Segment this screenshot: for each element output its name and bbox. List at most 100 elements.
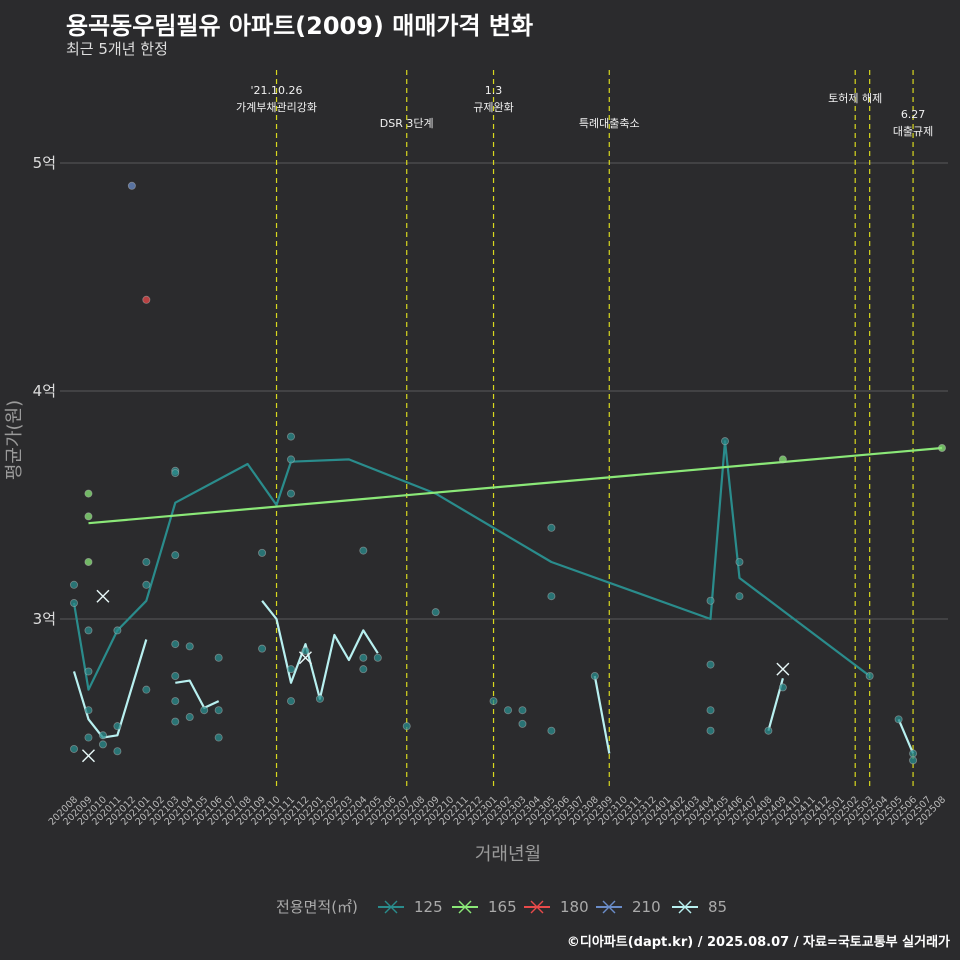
legend-key-mark [678,900,692,914]
data-point-85 [298,651,312,665]
chart-title: 용곡동우림필유 아파트(2009) 매매가격 변화 [66,12,534,40]
data-point-125 [185,713,194,722]
data-point-125 [171,697,180,706]
data-point-125 [489,697,498,706]
data-point-125 [735,592,744,601]
data-point-125 [909,756,918,765]
data-point-125 [214,733,223,742]
data-point-125 [142,580,151,589]
data-point-125 [142,558,151,567]
legend-key-mark [384,900,398,914]
event-annotation: 가계부채관리강화 [236,101,317,114]
data-point-125 [286,455,295,464]
data-point-125 [778,683,787,692]
data-point-125 [70,744,79,753]
x-axis-title: 거래년월 [475,844,541,865]
event-annotation: 규제완화 [473,101,513,114]
data-point-85 [81,749,95,763]
data-point-125 [547,523,556,532]
data-point-125 [590,672,599,681]
data-point-125 [286,432,295,441]
data-point-125 [84,626,93,635]
trend-line-165 [88,446,943,525]
y-tick-label: 5억 [33,154,56,172]
data-point-125 [286,489,295,498]
data-point-165 [84,512,93,521]
y-axis-title: 평균가(원) [4,400,25,480]
data-point-125 [113,747,122,756]
data-point-125 [84,706,93,715]
data-point-125 [258,644,267,653]
data-point-125 [113,626,122,635]
data-point-125 [301,646,310,655]
data-point-125 [503,706,512,715]
data-point-125 [706,596,715,605]
data-point-125 [721,437,730,446]
data-point-125 [402,722,411,731]
trend-line-85 [593,675,611,754]
data-point-165 [778,455,787,464]
legend-label: 125 [414,898,443,916]
data-point-125 [359,665,368,674]
data-point-125 [865,672,874,681]
chart-subtitle: 최근 5개년 한정 [66,40,168,58]
source-caption: ©디아파트(dapt.kr) / 2025.08.07 / 자료=국토교통부 실… [566,935,950,950]
data-point-125 [764,726,773,735]
event-annotation: '21.10.26 [251,84,303,97]
data-point-210 [127,181,136,190]
plot-panel [60,62,948,790]
legend-item-165: 165 [452,898,517,916]
data-point-125 [909,749,918,758]
legend-key-mark [602,900,616,914]
data-point-85 [776,662,790,676]
data-point-165 [84,558,93,567]
data-point-125 [171,469,180,478]
data-point-125 [214,706,223,715]
legend-item-210: 210 [596,898,661,916]
data-point-125 [547,726,556,735]
event-annotation: DSR 3단계 [380,117,434,130]
legend-key-mark [530,900,544,914]
data-point-125 [200,706,209,715]
data-point-125 [373,653,382,662]
data-point-85 [96,589,110,603]
data-point-125 [113,722,122,731]
legend: 전용면적(㎡) 125 165 180 210 85 [276,898,727,916]
data-point-180 [142,295,151,304]
y-tick-label: 3억 [33,610,56,628]
data-point-mark [81,749,95,763]
data-point-125 [706,660,715,669]
legend-label: 165 [488,898,517,916]
legend-label: 180 [560,898,589,916]
trend-line-85 [897,718,915,754]
data-point-125 [286,665,295,674]
data-point-125 [142,685,151,694]
data-point-125 [547,592,556,601]
legend-item-85: 85 [672,898,727,916]
data-point-mark [776,662,790,676]
data-point-125 [431,608,440,617]
data-point-125 [258,548,267,557]
y-tick-label: 4억 [33,382,56,400]
event-annotation: 대출규제 [893,125,933,138]
data-point-125 [84,733,93,742]
legend-item-180: 180 [524,898,589,916]
trend-line-85 [175,679,220,710]
data-point-125 [171,672,180,681]
legend-title: 전용면적(㎡) [276,898,358,916]
legend-item-125: 125 [378,898,443,916]
data-point-mark [298,651,312,665]
data-point-125 [98,731,107,740]
data-point-125 [185,642,194,651]
event-annotation: 1.3 [485,84,503,97]
data-point-125 [84,667,93,676]
data-point-125 [359,653,368,662]
data-point-125 [518,719,527,728]
data-point-mark [96,589,110,603]
data-point-125 [98,740,107,749]
data-point-125 [214,653,223,662]
data-point-165 [938,443,947,452]
data-point-125 [706,706,715,715]
data-point-125 [706,726,715,735]
